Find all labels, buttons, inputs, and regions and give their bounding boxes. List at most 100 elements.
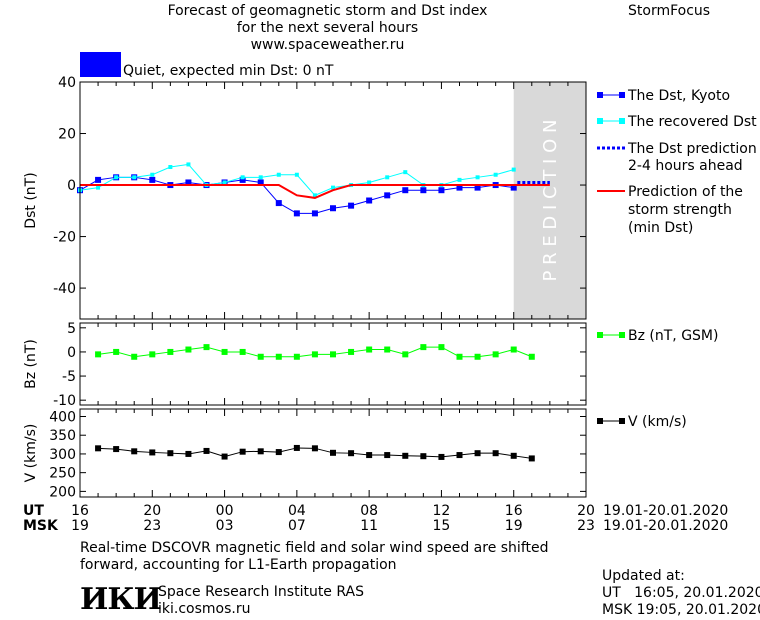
x-tick-label-msk: 23 bbox=[143, 518, 161, 534]
chart-panel-3: 400 350 300 250 200 V (km/s) bbox=[23, 408, 587, 500]
data-point bbox=[366, 452, 373, 459]
x-tick-label-msk: 19 bbox=[71, 518, 89, 534]
y-tick-label: -20 bbox=[53, 230, 76, 246]
data-point bbox=[311, 210, 318, 217]
footnote-line2: forward, accounting for L1-Earth propaga… bbox=[80, 557, 397, 573]
data-point bbox=[331, 185, 335, 190]
chart-title-line2: for the next several hours bbox=[236, 20, 419, 36]
data-point bbox=[239, 176, 246, 183]
footnote-line1: Real-time DSCOVR magnetic field and sola… bbox=[80, 540, 549, 556]
data-point bbox=[203, 344, 210, 351]
x-tick-label-msk: 11 bbox=[360, 518, 378, 534]
data-point bbox=[257, 179, 264, 186]
chart-title-line1: Forecast of geomagnetic storm and Dst in… bbox=[167, 3, 488, 19]
org-name: Space Research Institute RAS bbox=[158, 584, 364, 600]
series-line-1-4 bbox=[80, 184, 550, 199]
data-point bbox=[113, 446, 120, 453]
x-tick-label-ut: 16 bbox=[505, 503, 523, 519]
data-point bbox=[275, 200, 282, 207]
data-point bbox=[293, 444, 300, 451]
data-point bbox=[510, 452, 517, 459]
legend-dst-kyoto-marker bbox=[597, 92, 603, 98]
data-point bbox=[312, 193, 317, 198]
data-point bbox=[348, 348, 355, 355]
data-point bbox=[257, 448, 264, 455]
data-point bbox=[257, 353, 264, 360]
data-point bbox=[167, 450, 174, 457]
x-tick-label-ut: 20 bbox=[143, 503, 161, 519]
data-point bbox=[239, 348, 246, 355]
org-url[interactable]: iki.cosmos.ru bbox=[158, 601, 251, 617]
x-axis-ut-label: UT bbox=[23, 503, 44, 519]
source-url[interactable]: www.spaceweather.ru bbox=[250, 37, 405, 53]
data-point bbox=[131, 353, 138, 360]
data-point bbox=[438, 453, 445, 460]
data-point bbox=[457, 177, 462, 182]
legend-bz-marker bbox=[619, 332, 625, 338]
data-point bbox=[149, 351, 156, 358]
brand-name: StormFocus bbox=[628, 3, 711, 19]
legend-dst-recovered-label: The recovered Dst bbox=[627, 114, 757, 130]
y-tick-label: 350 bbox=[49, 428, 76, 444]
data-point bbox=[185, 346, 192, 353]
data-point bbox=[366, 197, 373, 204]
data-point bbox=[96, 185, 101, 190]
data-point bbox=[95, 445, 102, 452]
chart-panel-2: 5 0 -5 -10 Bz (nT) bbox=[23, 321, 587, 409]
data-point bbox=[222, 180, 227, 185]
date-range-msk: 19.01-20.01.2020 bbox=[603, 518, 728, 534]
data-point bbox=[402, 452, 409, 459]
x-tick-label-ut: 08 bbox=[360, 503, 378, 519]
legend-v-marker bbox=[619, 418, 625, 424]
data-point bbox=[239, 448, 246, 455]
panel-frame bbox=[79, 408, 587, 498]
data-point bbox=[420, 344, 427, 351]
y-tick-label: -5 bbox=[62, 369, 76, 385]
data-point bbox=[276, 172, 281, 177]
data-point bbox=[474, 450, 481, 457]
legend-dst-recovered-marker bbox=[597, 118, 603, 124]
data-point bbox=[275, 449, 282, 456]
panel-frame bbox=[79, 322, 587, 406]
data-point bbox=[510, 184, 517, 191]
data-point bbox=[402, 187, 409, 194]
data-point bbox=[330, 205, 336, 212]
data-point bbox=[132, 175, 137, 180]
data-point bbox=[384, 192, 391, 199]
legend-v-marker bbox=[597, 418, 603, 424]
data-point bbox=[348, 202, 355, 209]
data-point bbox=[294, 172, 299, 177]
data-point bbox=[492, 351, 499, 358]
legend-storm-label1: Prediction of the bbox=[628, 184, 743, 200]
y-axis-label: Bz (nT) bbox=[23, 339, 39, 389]
data-point bbox=[420, 453, 427, 460]
updated-msk: MSK 19:05, 20.01.2020 bbox=[602, 602, 760, 618]
data-point bbox=[474, 353, 481, 360]
y-tick-label: 0 bbox=[67, 178, 76, 194]
data-point bbox=[366, 346, 373, 353]
data-point bbox=[330, 449, 336, 456]
data-point bbox=[113, 348, 120, 355]
data-point bbox=[185, 179, 192, 186]
legend-dst-kyoto-label: The Dst, Kyoto bbox=[627, 88, 730, 104]
data-point bbox=[403, 170, 408, 175]
date-range-ut: 19.01-20.01.2020 bbox=[603, 503, 728, 519]
x-tick-label-ut: 04 bbox=[288, 503, 306, 519]
y-tick-label: -10 bbox=[53, 393, 76, 409]
y-tick-label: 250 bbox=[49, 466, 76, 482]
data-point bbox=[150, 172, 155, 177]
legend-bz-marker bbox=[597, 332, 603, 338]
data-point bbox=[384, 346, 391, 353]
data-point bbox=[311, 445, 318, 452]
prediction-label: P R E D I C T I O N bbox=[540, 120, 561, 282]
legend-storm-label2: storm strength bbox=[628, 202, 732, 218]
data-point bbox=[221, 453, 228, 460]
legend-dst-prediction-label1: The Dst prediction bbox=[627, 141, 757, 157]
data-point bbox=[221, 348, 228, 355]
x-tick-label-msk: 15 bbox=[433, 518, 451, 534]
updated-ut: UT 16:05, 20.01.2020 bbox=[602, 585, 760, 601]
y-tick-label: 0 bbox=[67, 345, 76, 361]
data-point bbox=[95, 176, 102, 183]
updated-label: Updated at: bbox=[602, 568, 685, 584]
